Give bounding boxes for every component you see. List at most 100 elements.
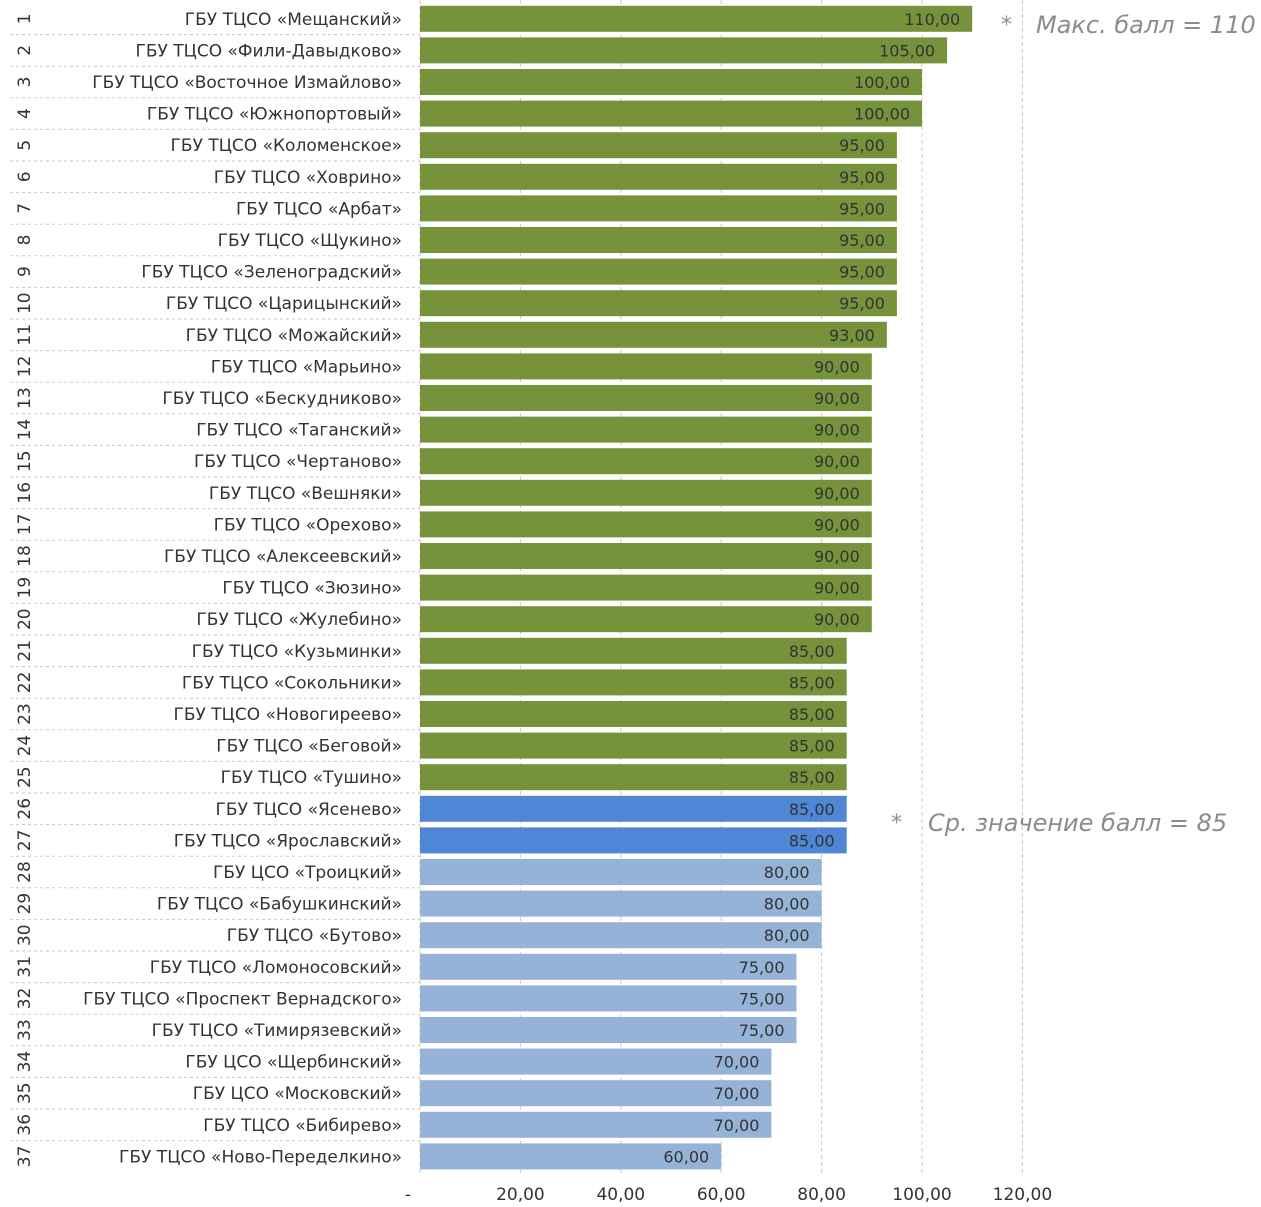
rank-label: 26 — [15, 798, 35, 820]
rank-label: 36 — [15, 1114, 35, 1136]
data-label: 110,00 — [904, 10, 960, 29]
rank-label: 25 — [15, 766, 35, 788]
bar — [420, 922, 822, 949]
bar — [420, 1143, 722, 1170]
bar — [420, 764, 847, 791]
bar — [420, 1111, 772, 1138]
category-label: ГБУ ТЦСО «Кузьминки» — [192, 642, 402, 662]
data-label: 85,00 — [789, 831, 835, 850]
data-label: 100,00 — [854, 105, 910, 124]
x-tick-label: - — [405, 1185, 411, 1205]
rank-label: 22 — [15, 672, 35, 694]
category-label: ГБУ ТЦСО «Ховрино» — [214, 168, 402, 188]
category-label: ГБУ ТЦСО «Восточное Измайлово» — [92, 73, 402, 93]
bar — [420, 701, 847, 727]
data-label: 90,00 — [814, 610, 860, 629]
rank-label: 24 — [15, 735, 35, 757]
bar — [420, 69, 922, 95]
data-label: 80,00 — [764, 863, 810, 882]
data-label: 85,00 — [789, 705, 835, 724]
rank-label: 34 — [15, 1051, 35, 1073]
category-label: ГБУ ТЦСО «Новогиреево» — [173, 705, 402, 725]
data-label: 90,00 — [814, 389, 860, 408]
category-label: ГБУ ТЦСО «Бескудниково» — [162, 389, 402, 409]
bar — [420, 574, 872, 601]
bar — [420, 416, 872, 443]
bar — [420, 827, 847, 854]
data-label: 95,00 — [839, 294, 885, 313]
x-tick-label: 80,00 — [797, 1185, 846, 1205]
rank-label: 35 — [15, 1082, 35, 1104]
bar — [420, 637, 847, 664]
bar — [420, 290, 897, 317]
rank-label: 31 — [15, 956, 35, 978]
bar — [420, 479, 872, 506]
data-label: 93,00 — [829, 326, 875, 345]
bar — [420, 859, 822, 885]
data-label: 90,00 — [814, 484, 860, 503]
annotation-star-avg: * — [891, 811, 902, 836]
rank-label: 32 — [15, 988, 35, 1010]
data-label: 85,00 — [789, 800, 835, 819]
category-label: ГБУ ТЦСО «Вешняки» — [209, 484, 402, 504]
data-label: 85,00 — [789, 737, 835, 756]
data-label: 75,00 — [739, 958, 785, 977]
x-tick-label: 120,00 — [993, 1185, 1052, 1205]
data-label: 75,00 — [739, 989, 785, 1008]
category-label: ГБУ ТЦСО «Ново-Переделкино» — [119, 1147, 402, 1167]
rank-label: 23 — [15, 703, 35, 725]
category-label: ГБУ ТЦСО «Орехово» — [214, 515, 402, 535]
data-label: 80,00 — [764, 926, 810, 945]
data-label: 90,00 — [814, 452, 860, 471]
rank-label: 29 — [15, 893, 35, 915]
rank-label: 12 — [15, 356, 35, 378]
bar — [420, 385, 872, 411]
data-label: 85,00 — [789, 642, 835, 661]
bar — [420, 953, 797, 980]
category-label: ГБУ ЦСО «Щербинский» — [185, 1053, 402, 1073]
bar — [420, 227, 897, 253]
bar — [420, 1048, 772, 1075]
category-label: ГБУ ТЦСО «Проспект Вернадского» — [83, 989, 402, 1009]
rank-label: 15 — [15, 450, 35, 472]
rank-label: 20 — [15, 608, 35, 630]
rank-label: 14 — [15, 419, 35, 441]
annotation-star-max: * — [1001, 13, 1012, 38]
category-label: ГБУ ТЦСО «Таганский» — [196, 421, 402, 441]
data-label: 95,00 — [839, 168, 885, 187]
data-label: 95,00 — [839, 136, 885, 155]
rank-label: 13 — [15, 387, 35, 409]
bar — [420, 543, 872, 569]
bar — [420, 321, 887, 348]
rank-label: 9 — [15, 266, 35, 277]
rank-label: 2 — [15, 45, 35, 56]
data-label: 90,00 — [814, 579, 860, 598]
rank-label: 5 — [15, 140, 35, 151]
rank-label: 8 — [15, 235, 35, 246]
bar — [420, 1017, 797, 1043]
x-tick-label: 100,00 — [892, 1185, 951, 1205]
rank-label: 19 — [15, 577, 35, 599]
bar — [420, 5, 973, 32]
category-label: ГБУ ТЦСО «Беговой» — [216, 737, 402, 757]
data-label: 95,00 — [839, 199, 885, 218]
bar — [420, 195, 897, 222]
category-label: ГБУ ТЦСО «Южнопортовый» — [147, 105, 402, 125]
category-label: ГБУ ТЦСО «Царицынский» — [166, 294, 402, 314]
rank-label: 6 — [15, 171, 35, 182]
annotations: * Макс. балл = 110 * Ср. значение балл =… — [891, 11, 1256, 837]
category-label: ГБУ ТЦСО «Сокольники» — [182, 673, 402, 693]
category-label: ГБУ ТЦСО «Ломоносовский» — [150, 958, 402, 978]
bar — [420, 258, 897, 285]
data-label: 90,00 — [814, 357, 860, 376]
rank-label: 7 — [15, 203, 35, 214]
bar — [420, 132, 897, 159]
category-label: ГБУ ТЦСО «Марьино» — [211, 357, 402, 377]
x-tick-label: 20,00 — [496, 1185, 545, 1205]
bar — [420, 511, 872, 538]
rank-label: 1 — [15, 13, 35, 24]
annotation-average-score: Ср. значение балл = 85 — [928, 809, 1227, 837]
bar — [420, 890, 822, 917]
rank-label: 30 — [15, 924, 35, 946]
